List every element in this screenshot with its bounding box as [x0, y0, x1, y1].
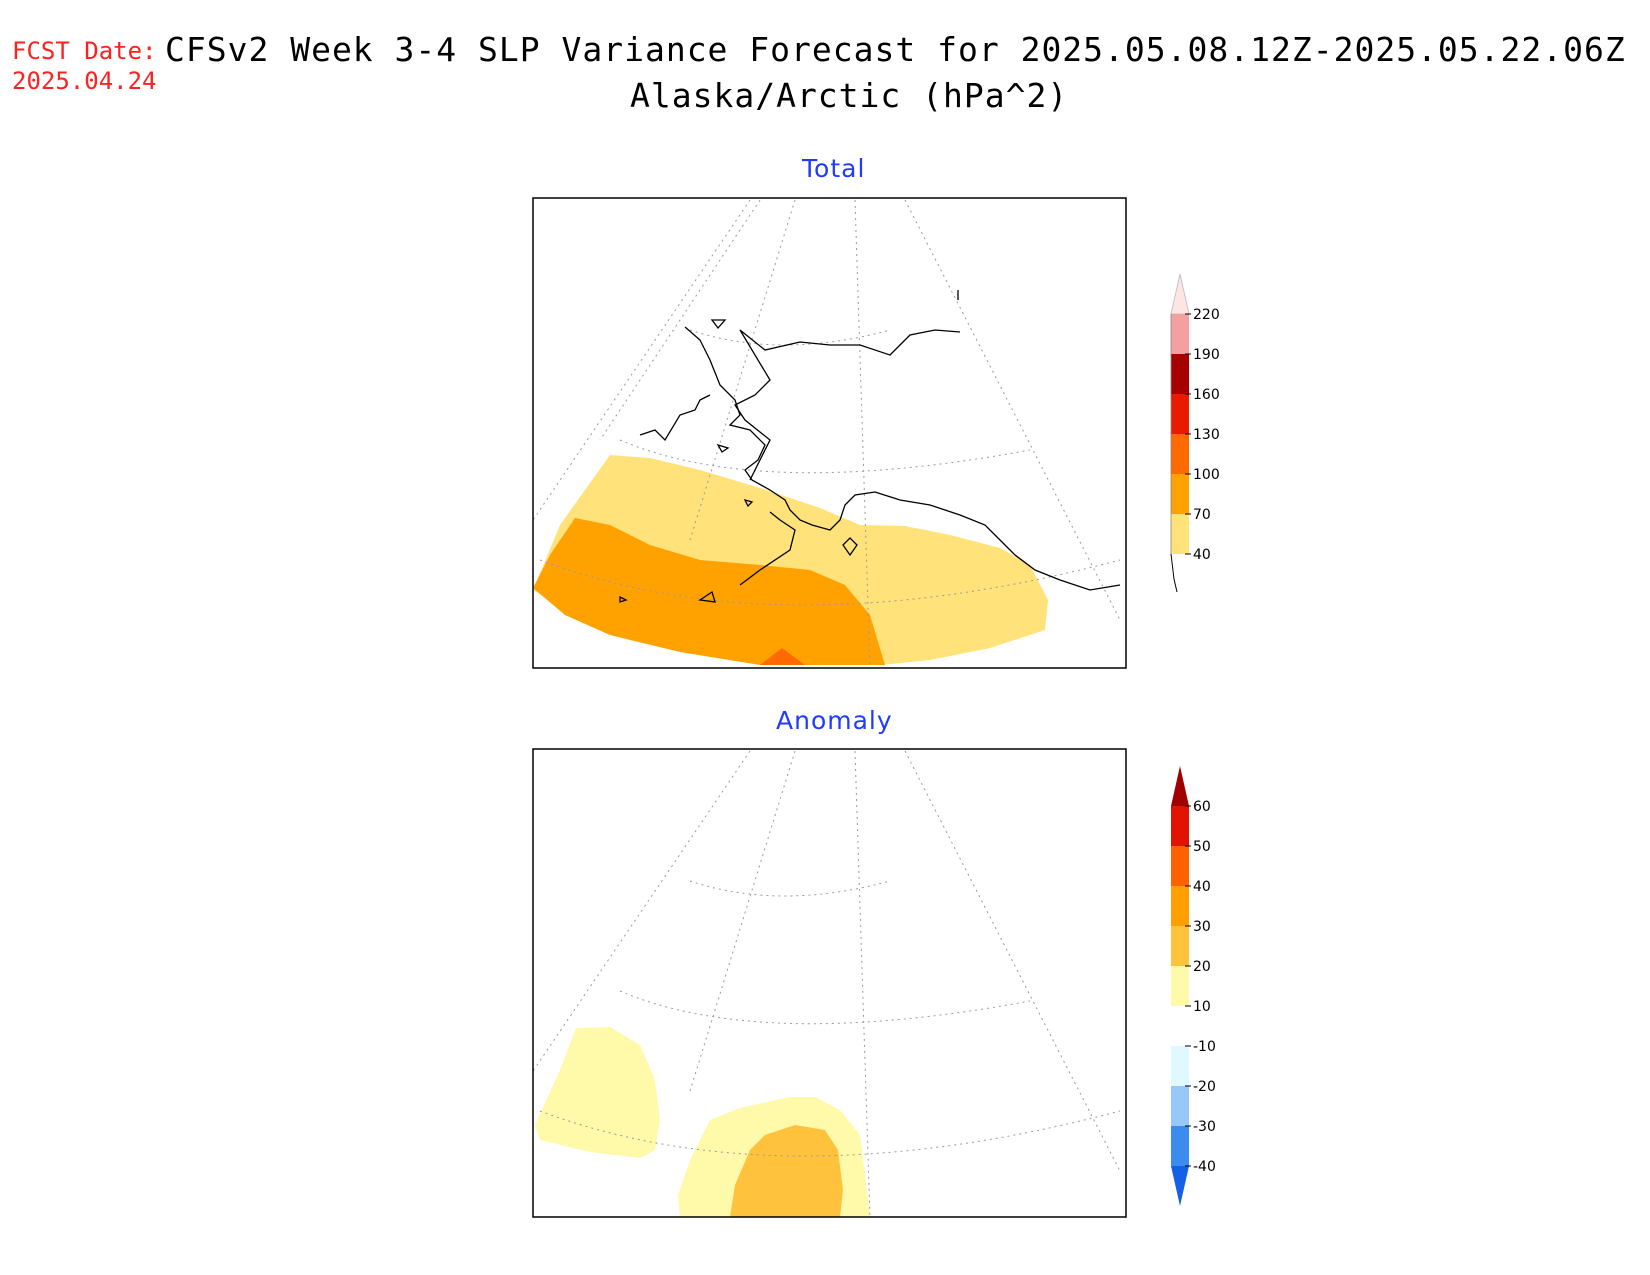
panel-title-total: Total: [802, 154, 866, 183]
anomaly-colorbar-label: 50: [1193, 839, 1211, 855]
fcst-date-label: FCST Date:: [12, 37, 157, 65]
page-title: CFSv2 Week 3-4 SLP Variance Forecast for…: [165, 30, 1626, 69]
anomaly-colorbar-box: [1171, 1086, 1189, 1126]
anomaly-colorbar-label: 10: [1193, 999, 1211, 1015]
fcst-date-value: 2025.04.24: [12, 67, 157, 95]
total-colorbar-box: [1171, 474, 1189, 514]
total-colorbar-box: [1171, 394, 1189, 434]
anomaly-colorbar-box: [1171, 966, 1189, 1006]
anomaly-map-frame: [532, 748, 1127, 1218]
total-colorbar-label: 100: [1193, 467, 1220, 483]
total-colorbar-label: 130: [1193, 427, 1220, 443]
total-colorbar-label: 190: [1193, 347, 1220, 363]
anomaly-colorbar-label: 60: [1193, 799, 1211, 815]
total-map-frame: [532, 197, 1127, 669]
total-colorbar-label: 220: [1193, 307, 1220, 323]
anomaly-colorbar-label: 30: [1193, 919, 1211, 935]
page-subtitle: Alaska/Arctic (hPa^2): [630, 76, 1069, 115]
total-colorbar-box: [1171, 314, 1189, 354]
total-colorbar-box: [1171, 354, 1189, 394]
anomaly-colorbar-box: [1171, 1006, 1189, 1046]
total-colorbar-box: [1171, 514, 1189, 554]
anomaly-colorbar-box: [1171, 1126, 1189, 1166]
total-colorbar-label: 160: [1193, 387, 1220, 403]
anomaly-colorbar-bottom-arrow: [1171, 1166, 1189, 1206]
anomaly-colorbar-box: [1171, 886, 1189, 926]
anomaly-colorbar-box: [1171, 806, 1189, 846]
panel-title-anomaly: Anomaly: [776, 706, 893, 735]
graticule-anomaly: [533, 750, 1121, 1217]
total-colorbar-label: 70: [1193, 507, 1211, 523]
total-colorbar-bottom-tail: [1170, 553, 1178, 593]
anomaly-field-20-30: [730, 1125, 843, 1217]
total-colorbar-box: [1171, 434, 1189, 474]
anomaly-colorbar-label: -30: [1193, 1119, 1216, 1135]
anomaly-colorbar-label: 40: [1193, 879, 1211, 895]
anomaly-field-10-20-west: [535, 1027, 660, 1158]
anomaly-colorbar-label: 20: [1193, 959, 1211, 975]
total-colorbar-label: 40: [1193, 547, 1211, 563]
total-field-100-130: [760, 648, 805, 665]
anomaly-colorbar-label: -10: [1193, 1039, 1216, 1055]
anomaly-colorbar-box: [1171, 926, 1189, 966]
anomaly-colorbar-label: -40: [1193, 1159, 1216, 1175]
anomaly-colorbar-box: [1171, 1046, 1189, 1086]
coastline-total: [619, 290, 1121, 603]
anomaly-colorbar-top-arrow: [1171, 766, 1189, 806]
total-colorbar-top-arrow: [1170, 273, 1190, 315]
anomaly-colorbar-label: -20: [1193, 1079, 1216, 1095]
total-field-70-100: [533, 518, 885, 665]
anomaly-colorbar-box: [1171, 846, 1189, 886]
